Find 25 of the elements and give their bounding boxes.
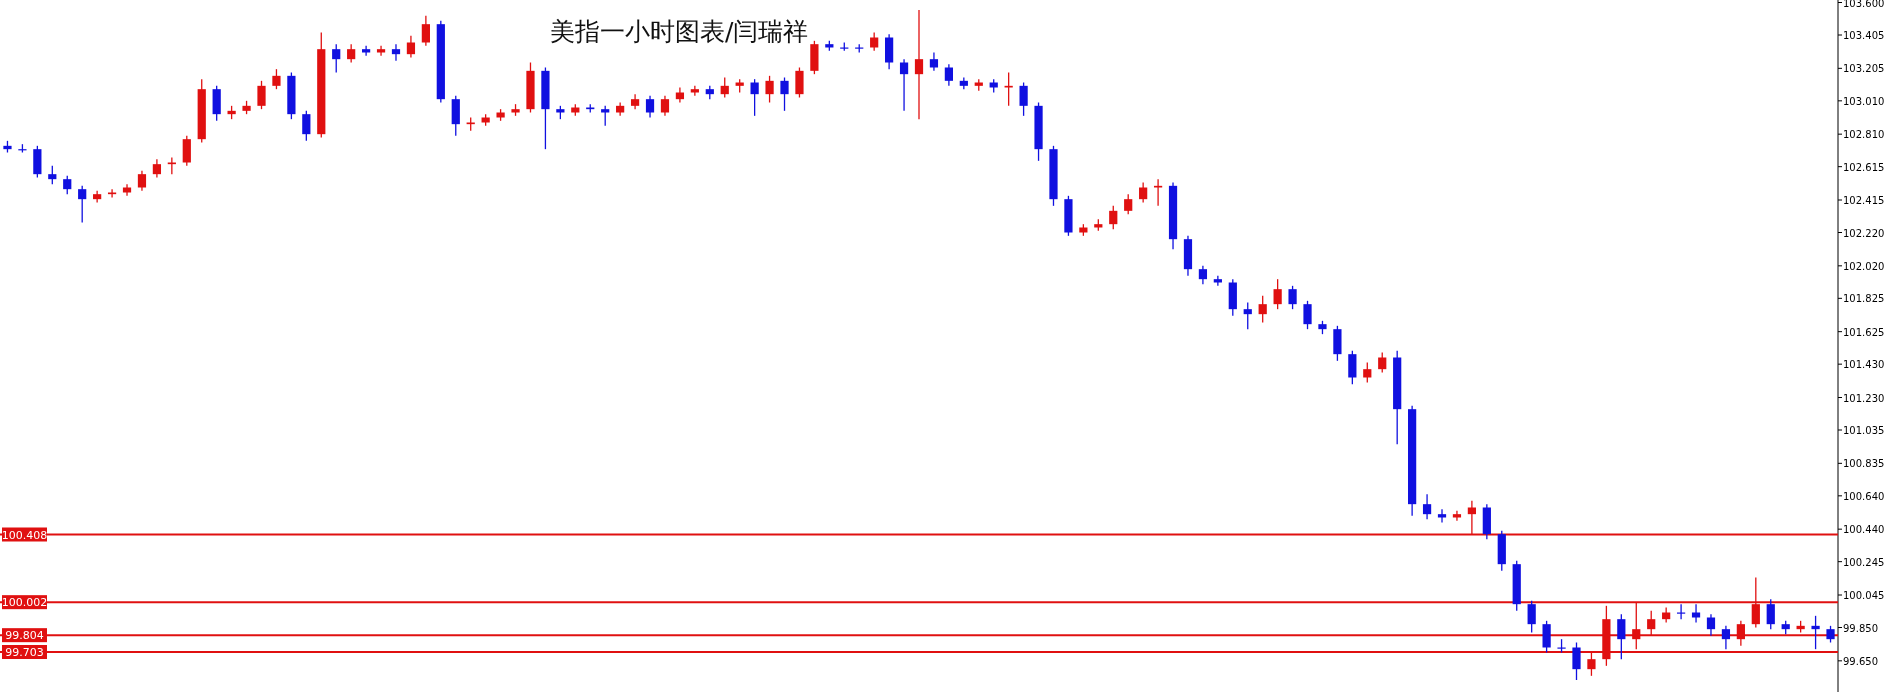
title: 美指一小时图表/闫瑞祥 bbox=[550, 17, 809, 46]
y-tick-label: 101.035 bbox=[1843, 425, 1885, 436]
ref-line-label: 100.002 bbox=[1, 596, 48, 610]
y-tick-label: 102.810 bbox=[1843, 129, 1885, 141]
y-tick-label: 100.045 bbox=[1843, 590, 1885, 601]
y-tick-label: 100.440 bbox=[1843, 524, 1885, 536]
y-tick-label: 99.850 bbox=[1843, 622, 1878, 634]
y-tick-label: 103.010 bbox=[1843, 95, 1885, 107]
y-tick-label: 102.415 bbox=[1843, 195, 1885, 206]
y-tick-label: 100.245 bbox=[1843, 556, 1885, 568]
y-tick-label: 103.405 bbox=[1843, 30, 1885, 41]
y-tick-label: 100.640 bbox=[1843, 490, 1885, 502]
y-tick-label: 102.220 bbox=[1843, 227, 1885, 239]
y-tick-label: 99.650 bbox=[1843, 655, 1878, 667]
y-tick-label: 102.615 bbox=[1843, 161, 1885, 173]
y-tick-label: 101.825 bbox=[1843, 293, 1885, 305]
y-tick-label: 102.020 bbox=[1843, 260, 1885, 272]
ref-line-label: 99.703 bbox=[5, 646, 44, 659]
y-tick-label: 101.430 bbox=[1843, 359, 1885, 371]
y-tick-label: 101.230 bbox=[1843, 392, 1885, 404]
y-tick-label: 101.625 bbox=[1843, 326, 1885, 338]
y-tick-label: 100.835 bbox=[1843, 458, 1885, 470]
ref-line-label: 100.408 bbox=[1, 528, 48, 542]
ref-line-label: 99.804 bbox=[5, 629, 44, 643]
y-tick-label: 103.205 bbox=[1843, 63, 1885, 75]
